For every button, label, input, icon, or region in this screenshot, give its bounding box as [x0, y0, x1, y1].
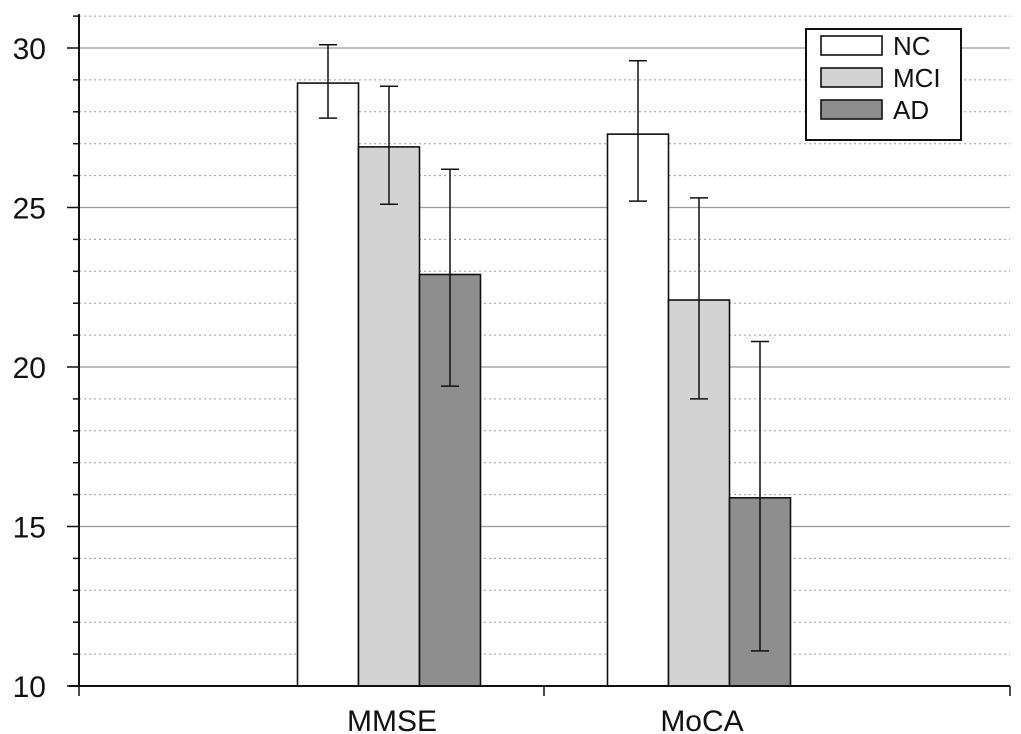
legend-label-ad: AD [893, 95, 929, 125]
bar-nc-moca [606, 133, 670, 687]
axes: 10 15 20 25 30 MMSE MoCA [13, 14, 1011, 734]
x-category-label: MMSE [347, 705, 437, 734]
x-category-label: MoCA [660, 705, 743, 734]
bar-nc-mmse [296, 82, 360, 687]
bar-mci-mmse [357, 146, 421, 687]
legend-label-nc: NC [893, 31, 931, 61]
y-tick-label: 25 [13, 193, 46, 226]
legend-swatch-mci [820, 67, 883, 88]
legend-label-mci: MCI [893, 63, 941, 93]
y-tick-label: 10 [13, 671, 46, 704]
y-tick-label: 20 [13, 352, 46, 385]
legend-swatch-ad [820, 99, 883, 120]
grid-lines [79, 15, 1010, 655]
bars [296, 44, 792, 687]
legend-swatch-nc [820, 35, 883, 56]
y-tick-label: 15 [13, 512, 46, 545]
y-tick-label: 30 [13, 33, 46, 66]
